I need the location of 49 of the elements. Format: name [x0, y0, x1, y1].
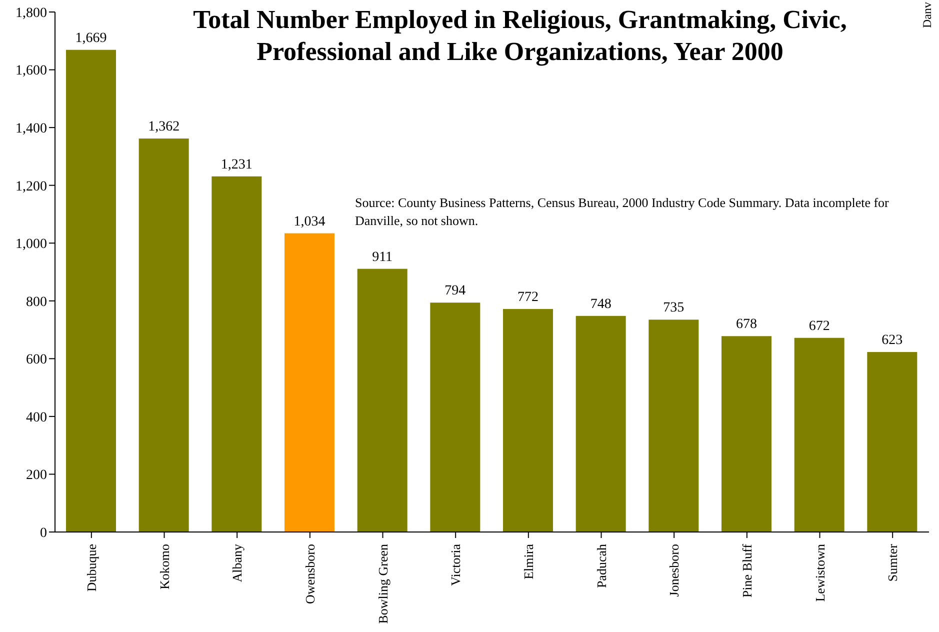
data-label: 735	[663, 300, 684, 316]
x-tick-label: Paducah	[594, 544, 609, 588]
x-tick-label: Jonesboro	[666, 544, 682, 597]
bar	[648, 320, 699, 532]
y-tick-label: 600	[26, 352, 47, 368]
bar	[430, 302, 480, 532]
chart-title: Total Number Employed in Religious, Grantmaking, Civic, Professional and Like Organizations, Year 2000	[192, 4, 848, 68]
bar	[357, 268, 408, 532]
x-tick-label: Victoria	[448, 544, 464, 586]
x-tick-label: Elmira	[520, 544, 536, 580]
annotation: Source: County Business Patterns, Census Bureau, 2000 Industry Code Summary. Data incomplete for Danville, so not shown.	[355, 194, 890, 230]
y-tick-label: 1,600	[16, 64, 47, 79]
bar	[503, 308, 553, 532]
y-tick-label: 0	[40, 526, 47, 541]
y-tick-label: 1,200	[16, 179, 47, 194]
data-label: 672	[808, 318, 830, 334]
y-tick-label: 1,800	[16, 6, 47, 21]
x-tick-label: Pine Bluff	[739, 543, 754, 598]
y-tick-label: 800	[26, 294, 47, 310]
y-tick-label: 200	[26, 468, 47, 484]
y-tick-label: 1,000	[16, 237, 47, 252]
bar	[284, 233, 334, 532]
x-tick-label: Owensboro	[302, 544, 318, 604]
data-label: 623	[882, 333, 903, 348]
bar	[722, 336, 772, 532]
bar	[794, 338, 844, 532]
data-label: 1,231	[220, 157, 252, 172]
x-tick-label: Albany	[230, 544, 245, 582]
bar	[66, 50, 116, 532]
bar	[576, 316, 626, 532]
x-tick-label: Sumter	[885, 543, 900, 582]
bar	[867, 352, 918, 532]
data-label: 1,034	[294, 214, 326, 230]
x-tick-label: Lewistown	[812, 544, 828, 602]
data-label: 772	[518, 290, 538, 305]
data-label: 911	[372, 250, 393, 265]
data-label: 1,362	[148, 120, 180, 135]
y-tick-label: 1,400	[16, 122, 47, 137]
data-label: 748	[590, 296, 612, 312]
bar	[212, 176, 262, 532]
data-label: 678	[736, 317, 757, 332]
bar	[138, 138, 189, 532]
data-label: 1,669	[75, 30, 107, 46]
y-tick-label: 400	[26, 410, 47, 426]
x-tick-label: Bowling Green	[375, 544, 390, 624]
x-tick-label: Kokomo	[156, 544, 172, 590]
x-tick-label: Dubuque	[84, 544, 99, 592]
data-label: 794	[444, 284, 466, 299]
annotation: Danv	[920, 2, 935, 28]
